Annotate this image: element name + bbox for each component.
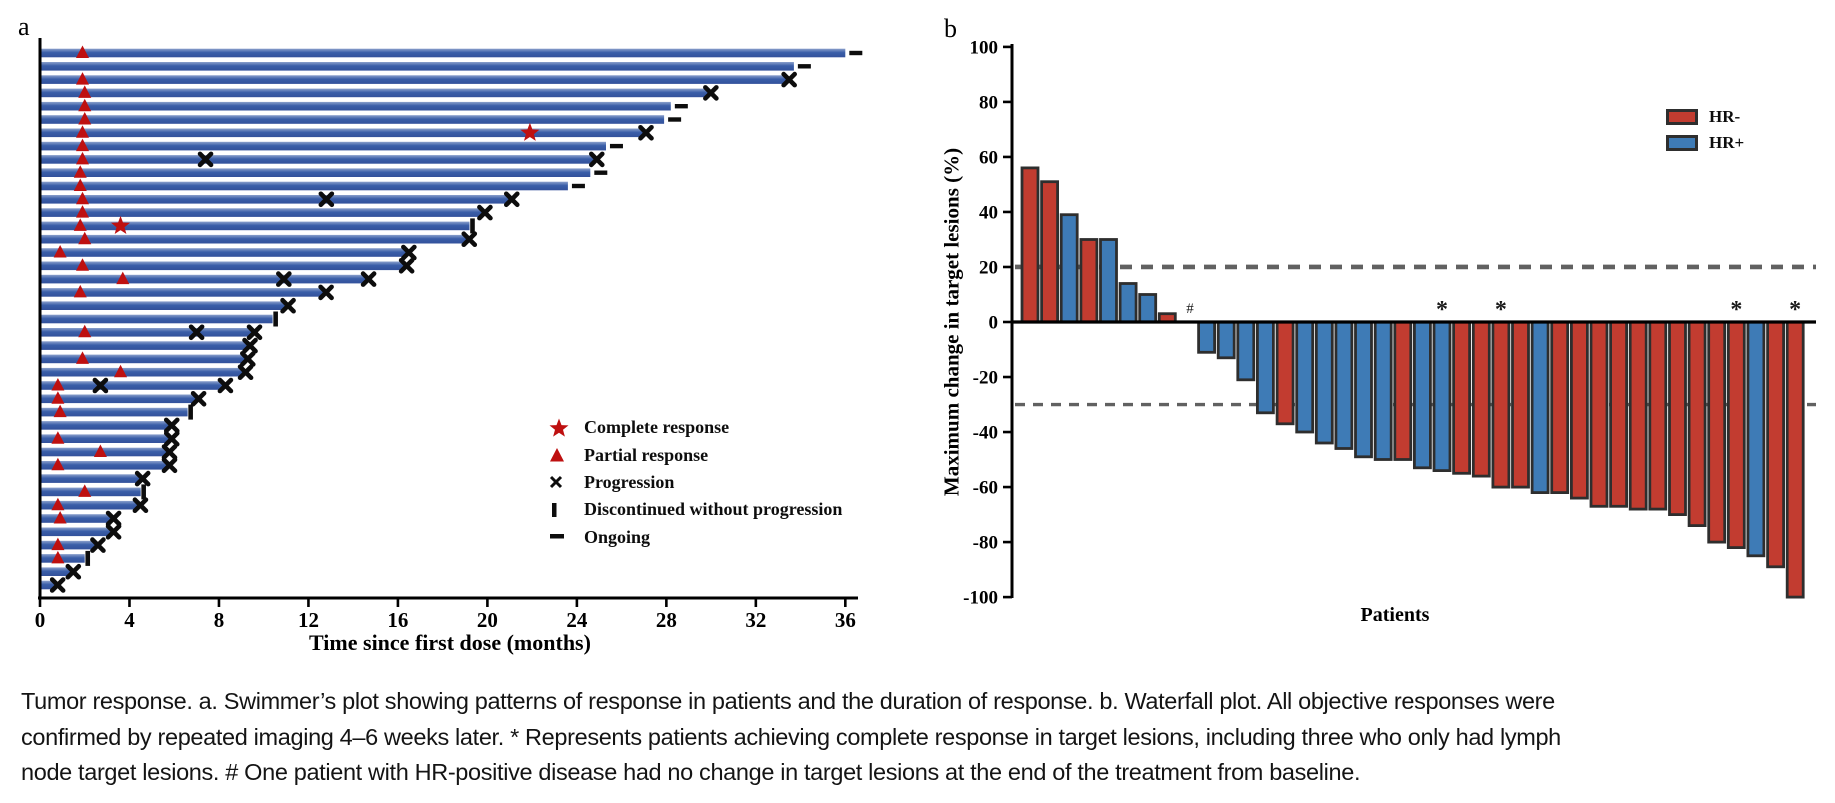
svg-text:-60: -60 (973, 478, 998, 499)
svg-text:8: 8 (214, 608, 225, 632)
waterfall-x-axis-title: Patients (1360, 604, 1430, 626)
ongoing-dash-icon (548, 531, 580, 543)
waterfall-plot: 100 80 60 40 20 0 -20 -40 -60 -80 -100 # * * * * (963, 37, 1816, 609)
legend-item-hr-negative: HR- (1666, 104, 1744, 130)
legend-label: Progression (584, 471, 675, 492)
complete-response-star-icon (548, 417, 580, 439)
svg-text:40: 40 (979, 202, 998, 223)
svg-text:0: 0 (989, 313, 999, 334)
svg-text:16: 16 (387, 608, 408, 632)
svg-text:*: * (1730, 297, 1742, 323)
swimmer-x-axis-title: Time since first dose (months) (309, 630, 591, 655)
swimmer-legend: Complete response Partial response Progr… (548, 414, 842, 551)
legend-item-ongoing: Ongoing (548, 524, 842, 551)
svg-text:24: 24 (566, 608, 588, 632)
legend-label: HR+ (1709, 133, 1745, 152)
legend-item-hr-positive: HR+ (1666, 130, 1744, 156)
svg-text:4: 4 (124, 608, 135, 632)
legend-label: Ongoing (584, 526, 651, 547)
figure-caption: Tumor response. a. Swimmer’s plot showin… (21, 684, 1561, 791)
svg-text:-100: -100 (963, 588, 998, 609)
svg-text:-40: -40 (973, 423, 998, 444)
svg-text:36: 36 (835, 608, 856, 632)
panel-a-label: a (18, 12, 30, 41)
partial-response-triangle-icon (548, 446, 580, 464)
svg-text:20: 20 (477, 608, 498, 632)
svg-text:-80: -80 (973, 533, 998, 554)
legend-label: Partial response (584, 444, 709, 465)
svg-text:60: 60 (979, 147, 998, 168)
legend-item-complete-response: Complete response (548, 414, 842, 441)
svg-text:*: * (1495, 297, 1507, 323)
discontinued-bar-icon (548, 501, 580, 519)
svg-text:20: 20 (979, 257, 998, 278)
legend-item-discontinued: Discontinued without progression (548, 496, 842, 523)
panel-b-label: b (944, 14, 957, 43)
svg-text:#: # (1186, 301, 1194, 317)
legend-label: HR- (1709, 107, 1741, 126)
svg-text:12: 12 (298, 608, 319, 632)
hr-negative-swatch-icon (1666, 109, 1698, 125)
svg-text:-20: -20 (973, 368, 998, 389)
caption-line-3: node target lesions. # One patient with … (21, 759, 1361, 785)
legend-item-progression: Progression (548, 469, 842, 496)
svg-text:80: 80 (979, 92, 998, 113)
svg-text:28: 28 (656, 608, 677, 632)
hr-positive-swatch-icon (1666, 135, 1698, 151)
caption-line-1: Tumor response. a. Swimmer’s plot showin… (21, 688, 1555, 714)
caption-line-2: confirmed by repeated imaging 4–6 weeks … (21, 723, 1561, 750)
svg-text:*: * (1789, 297, 1801, 323)
legend-label: Discontinued without progression (584, 499, 843, 520)
svg-text:100: 100 (970, 37, 999, 58)
swimmer-plot: 0 4 8 12 16 20 24 28 32 36 (35, 38, 863, 632)
svg-text:*: * (1436, 297, 1448, 323)
progression-x-icon (548, 474, 580, 490)
waterfall-legend: HR- HR+ (1666, 104, 1744, 156)
waterfall-y-axis-title: Maximum change in target lesions (%) (939, 147, 964, 497)
svg-text:0: 0 (35, 608, 46, 632)
legend-label: Complete response (584, 417, 730, 438)
legend-item-partial-response: Partial response (548, 441, 842, 468)
svg-text:32: 32 (745, 608, 766, 632)
